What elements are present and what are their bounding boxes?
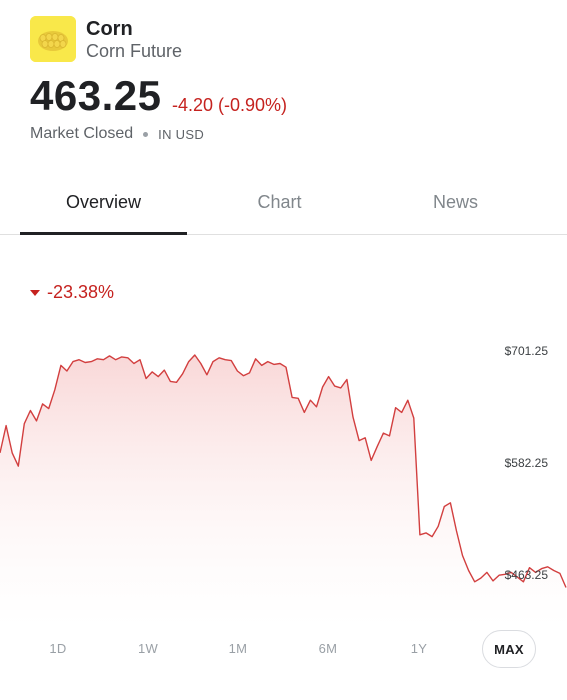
corn-icon xyxy=(30,16,76,62)
tab-news[interactable]: News xyxy=(372,176,539,234)
active-tab-indicator xyxy=(20,232,187,235)
performance-percent: -23.38% xyxy=(47,282,115,302)
range-1m[interactable]: 1M xyxy=(228,641,248,656)
price-chart[interactable]: $701.25 $582.25 $463.25 xyxy=(0,330,567,630)
tab-bar: Overview Chart News xyxy=(0,176,567,235)
range-1y[interactable]: 1Y xyxy=(410,641,428,656)
market-status-text: Market Closed xyxy=(30,125,134,142)
range-max[interactable]: MAX xyxy=(482,630,536,668)
y-tick-label: $582.25 xyxy=(505,456,549,470)
separator-dot xyxy=(143,131,149,137)
performance-change: -23.38% xyxy=(30,282,114,303)
asset-header: Corn Corn Future xyxy=(30,16,550,64)
triangle-down-icon xyxy=(30,289,40,296)
chart-price-line xyxy=(0,354,567,588)
tab-chart[interactable]: Chart xyxy=(196,176,363,234)
range-1d[interactable]: 1D xyxy=(49,641,67,656)
currency-label: IN USD xyxy=(158,126,205,142)
range-6m[interactable]: 6M xyxy=(318,641,338,656)
asset-price: 463.25 xyxy=(30,72,162,119)
asset-name: Corn xyxy=(86,18,133,40)
time-range-selector: 1D 1W 1M 6M 1Y MAX xyxy=(0,630,567,670)
y-tick-label: $701.25 xyxy=(505,344,549,358)
y-tick-label: $463.25 xyxy=(505,568,549,582)
tab-label: Overview xyxy=(65,192,141,212)
asset-subtitle: Corn Future xyxy=(86,41,183,61)
tab-label: Chart xyxy=(257,192,302,212)
market-status: Market Closed IN USD xyxy=(30,125,204,143)
price-change: -4.20 (-0.90%) xyxy=(172,95,288,115)
chart-area-fill xyxy=(0,355,566,630)
range-1w[interactable]: 1W xyxy=(137,641,159,656)
tab-overview[interactable]: Overview xyxy=(20,176,187,235)
tab-label: News xyxy=(432,192,478,212)
